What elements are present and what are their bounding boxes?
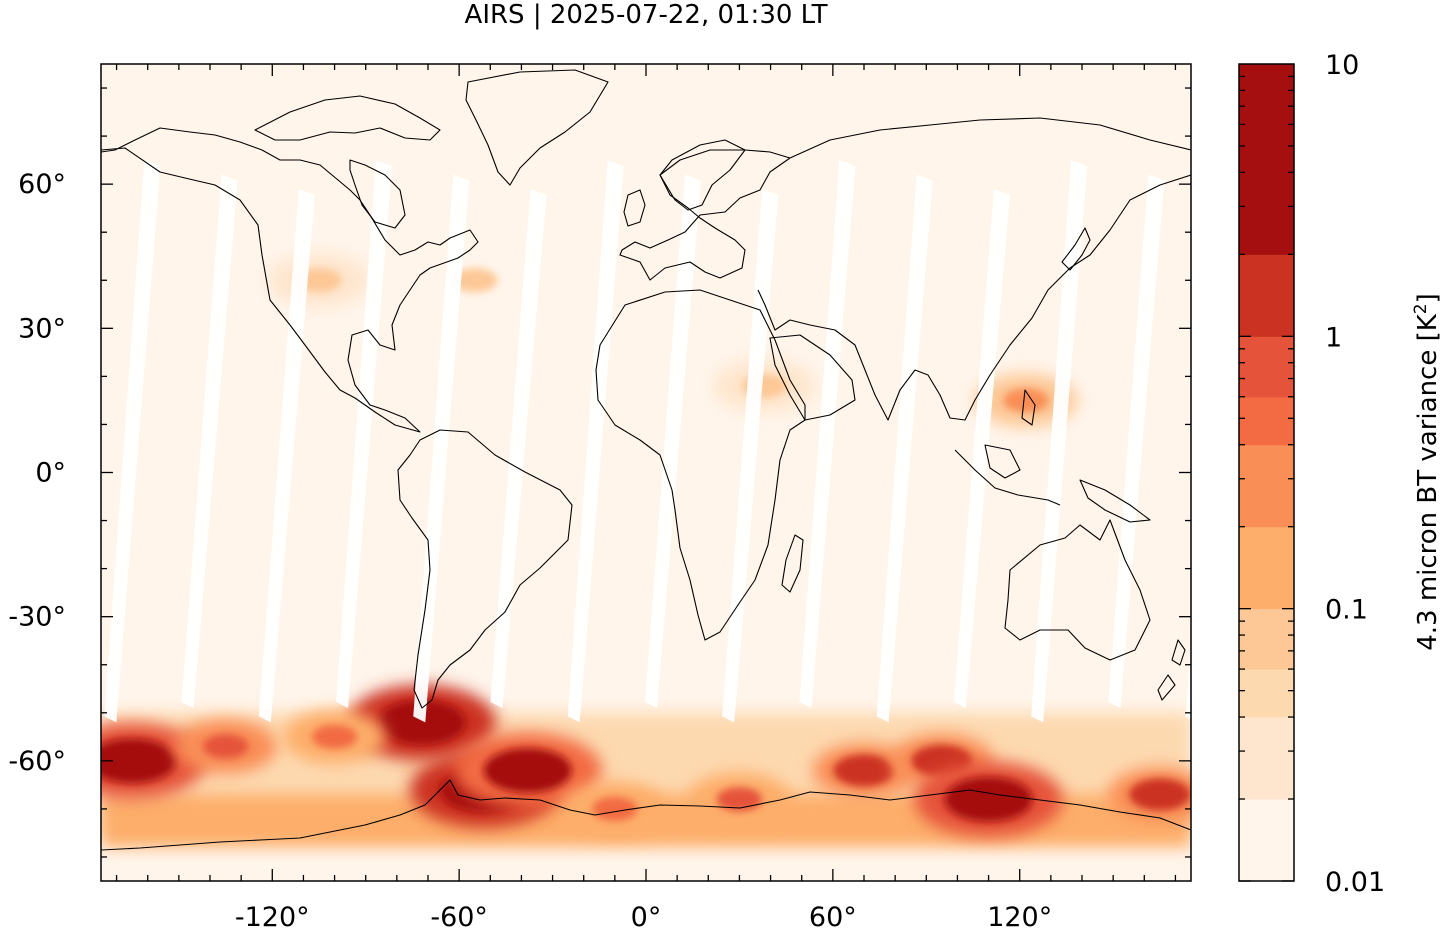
colorbar-band: [1239, 669, 1294, 718]
data-gaps: [104, 160, 1191, 723]
coast-antarctica: [101, 779, 1191, 851]
variance-region-core: [1129, 778, 1191, 811]
x-tick-label: 60°: [809, 902, 857, 930]
coast-asia: [757, 117, 1191, 421]
colorbar-band: [1239, 608, 1294, 670]
coast-philippines-indonesia: [954, 389, 1151, 523]
coast-japan: [1061, 227, 1091, 271]
colorbar-band: [1239, 336, 1294, 398]
variance-region-core: [833, 754, 895, 787]
swath-gap: [644, 174, 701, 708]
colorbar-tick-labels: 0.01 0.1 1 10: [1325, 50, 1385, 898]
variance-region-core: [483, 748, 572, 793]
colorbar-tick-label: 0.1: [1325, 595, 1368, 626]
swath-gap: [1031, 160, 1088, 723]
variance-region-core: [944, 776, 1033, 822]
colorbar-band: [1239, 526, 1294, 610]
coast-scandinavia: [659, 139, 746, 211]
y-tick-label: 60°: [18, 169, 66, 200]
y-tick-label: 30°: [18, 313, 66, 344]
coast-south-america: [397, 429, 573, 709]
coast-arctic-islands: [254, 95, 441, 141]
coast-arabia: [769, 334, 856, 421]
colorbar-band: [1239, 444, 1294, 528]
x-tick-label: -60°: [430, 902, 488, 930]
colorbar: 0.01 0.1 1 10 4.3 micron BT variance [K2]: [1238, 50, 1442, 898]
coast-europe: [619, 149, 791, 281]
colorbar-tick-label: 10: [1325, 50, 1359, 81]
swath-gap: [258, 188, 315, 723]
y-tick-labels: -60° -30° 0° 30° 60°: [8, 169, 66, 777]
colorbar-band: [1239, 396, 1294, 446]
x-tick-labels: -120° -60° 0° 60° 120°: [235, 902, 1052, 930]
coast-north-america: [101, 127, 479, 433]
colorbar-label-superscript: 2: [1411, 303, 1431, 314]
x-tick-label: 0°: [631, 902, 662, 930]
map-panel: [101, 64, 1191, 881]
swath-gap: [413, 174, 470, 723]
colorbar-label-close: ]: [1413, 293, 1442, 303]
swath-gap: [1185, 645, 1191, 720]
coast-africa: [595, 289, 806, 641]
x-tick-label: -120°: [235, 902, 310, 930]
y-tick-label: -60°: [8, 746, 66, 777]
variance-region-core: [1003, 388, 1049, 413]
map-axis-ticks: [101, 64, 1191, 881]
coast-australia: [1004, 519, 1151, 661]
swath-gap: [799, 160, 856, 708]
colorbar-band: [1239, 254, 1294, 337]
swath-gap: [567, 160, 624, 723]
swath-gap: [104, 160, 161, 723]
variance-region-core: [377, 700, 466, 745]
colorbar-tick-label: 0.01: [1325, 867, 1385, 898]
coast-new-zealand: [1157, 639, 1186, 701]
chart-title: AIRS | 2025-07-22, 01:30 LT: [464, 0, 828, 30]
swath-gap: [953, 188, 1010, 708]
colorbar-ticks: [1239, 75, 1294, 882]
colorbar-band: [1239, 172, 1294, 255]
coast-british-isles: [623, 189, 646, 227]
colorbar-frame: [1238, 63, 1295, 882]
y-tick-label: 0°: [35, 458, 66, 489]
colorbar-band: [1239, 124, 1294, 173]
variance-region-core: [101, 738, 177, 784]
variance-region-core: [451, 268, 498, 293]
coast-hudson-bay: [349, 159, 406, 229]
swath-gap: [181, 174, 238, 708]
coast-madagascar: [781, 534, 804, 593]
colorbar-band: [1239, 799, 1294, 882]
swath-gap: [1108, 174, 1165, 708]
swath-gap: [722, 188, 779, 723]
colorbar-label: 4.3 micron BT variance [K2]: [1411, 293, 1442, 651]
y-tick-label: -30°: [8, 602, 66, 633]
x-tick-label: 120°: [987, 902, 1052, 930]
variance-region-core: [202, 734, 249, 759]
variance-region-core: [311, 724, 358, 749]
variance-region-core: [592, 796, 638, 821]
swath-gap: [490, 188, 547, 708]
colorbar-band: [1239, 64, 1294, 125]
colorbar-tick-label: 1: [1325, 322, 1342, 353]
coastlines: [101, 69, 1191, 851]
colorbar-label-text: 4.3 micron BT variance [K: [1413, 313, 1442, 651]
colorbar-bands: [1239, 64, 1294, 882]
swath-gap: [336, 160, 393, 708]
swath-gap: [876, 174, 933, 723]
coast-greenland: [465, 69, 609, 186]
variance-field: [101, 253, 1191, 848]
colorbar-band: [1239, 717, 1294, 800]
